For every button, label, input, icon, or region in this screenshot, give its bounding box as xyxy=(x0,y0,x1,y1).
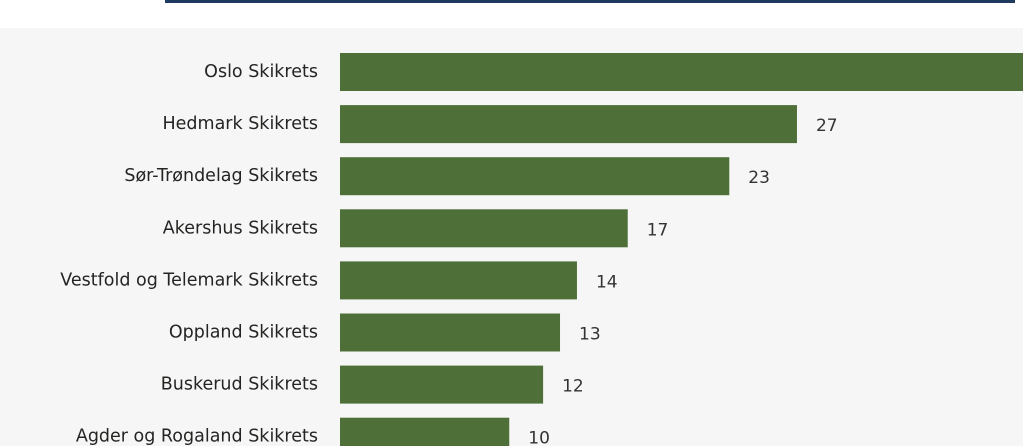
bar xyxy=(340,209,628,248)
bar xyxy=(340,53,1023,91)
category-label: Akershus Skikrets xyxy=(163,218,318,238)
category-label: Oppland Skikrets xyxy=(169,323,318,343)
category-label: Hedmark Skikrets xyxy=(163,114,319,134)
category-label: Sør-Trøndelag Skikrets xyxy=(124,166,318,186)
top-border xyxy=(165,0,1015,3)
data-label: 12 xyxy=(562,377,584,397)
data-label: 10 xyxy=(528,429,550,446)
data-label: 27 xyxy=(816,116,838,136)
bar xyxy=(340,417,510,446)
category-label: Oslo Skikrets xyxy=(204,62,318,82)
data-label: 17 xyxy=(647,220,669,240)
category-label: Vestfold og Telemark Skikrets xyxy=(60,270,318,290)
bar xyxy=(340,105,797,144)
bar xyxy=(340,313,561,352)
bar xyxy=(340,157,730,196)
data-label: 14 xyxy=(596,272,618,292)
top-strip xyxy=(0,0,1023,28)
data-label: 23 xyxy=(748,168,770,188)
bar xyxy=(340,365,544,404)
bar xyxy=(340,261,577,300)
data-label: 13 xyxy=(579,325,601,345)
category-label: Agder og Rogaland Skikrets xyxy=(76,427,318,446)
category-label: Buskerud Skikrets xyxy=(161,375,318,395)
